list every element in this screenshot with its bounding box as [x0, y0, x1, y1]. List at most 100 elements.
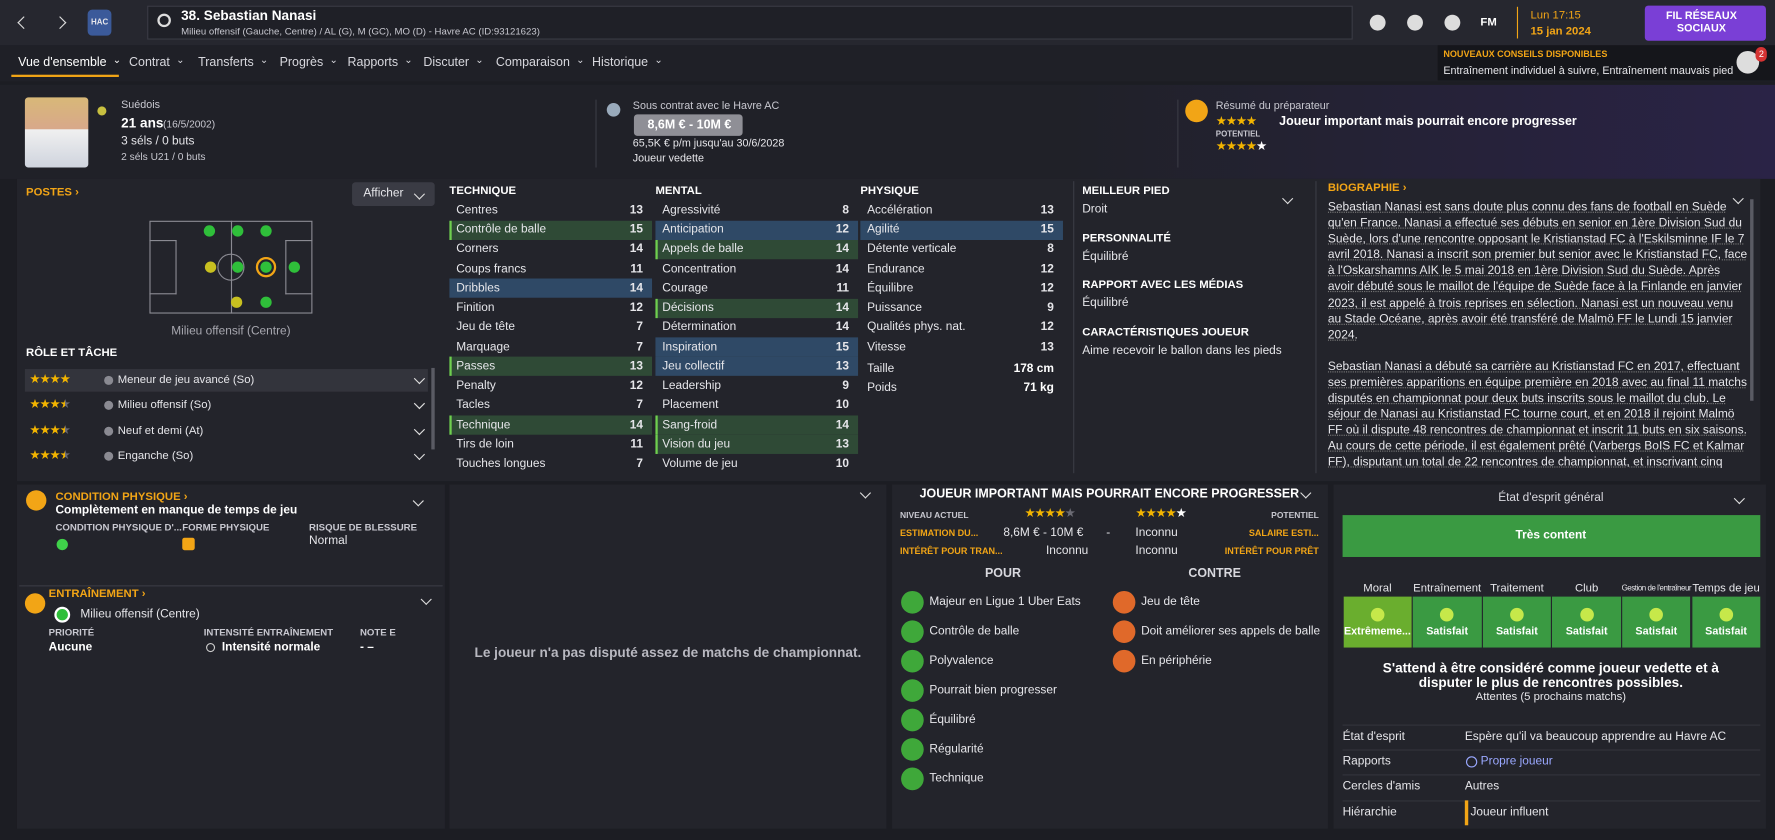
- attribute-name: Tacles: [456, 398, 490, 412]
- pro-item: Polyvalence: [929, 653, 994, 668]
- morale-face: [1719, 607, 1733, 622]
- pitch-circle: [217, 253, 245, 281]
- attribute-key-row: [655, 415, 859, 435]
- scrollbar: [431, 367, 435, 450]
- star-rating: ★★★★: [29, 448, 70, 463]
- social-button-label[interactable]: FIL RÉSEAUX SOCIAUX: [1665, 10, 1737, 36]
- attribute-name: Finition: [456, 300, 495, 315]
- notification-title: NOUVEAUX CONSEILS DISPONIBLES: [1443, 49, 1608, 60]
- notification-text: Entraînement individuel à suivre, Entraî…: [1443, 65, 1734, 78]
- attribute-name: Volume de jeu: [662, 456, 738, 471]
- morale-overall: Très content: [1515, 528, 1587, 542]
- morale-face: [1510, 607, 1524, 622]
- attribute-name: Équilibre: [867, 281, 914, 295]
- tab[interactable]: Transferts: [198, 56, 268, 71]
- row-divider: [1342, 749, 1761, 751]
- row-divider: [1342, 800, 1761, 802]
- attribute-name: Contrôle de balle: [456, 222, 547, 237]
- scout-label: INTÉRÊT POUR TRAN...: [899, 546, 1003, 557]
- attribute-group-title: MENTAL: [655, 185, 702, 198]
- morale-box: [1343, 596, 1412, 648]
- morale-row-value[interactable]: Propre joueur: [1480, 754, 1553, 769]
- attribute-key-row: [449, 278, 653, 299]
- morale-row-label: Hiérarchie: [1342, 805, 1397, 820]
- attribute-key-row: [449, 415, 653, 435]
- position-dot: [260, 296, 272, 308]
- morale-face: [1649, 607, 1664, 622]
- condition-text: Complètement en manque de temps de jeu: [55, 503, 298, 517]
- position-dot: [260, 225, 272, 237]
- notification-icon: [1736, 50, 1760, 74]
- toolbar-icon: [1369, 14, 1386, 31]
- tab[interactable]: Comparaison: [496, 56, 585, 71]
- date: 15 jan 2024: [1530, 25, 1591, 38]
- morale-face: [1579, 607, 1594, 622]
- attribute-value: 7: [636, 398, 643, 412]
- notification-count: 2: [1755, 46, 1768, 62]
- info-value: Équilibré: [1082, 249, 1129, 264]
- attribute-name: Vitesse: [867, 339, 906, 354]
- toolbar-icon: [1444, 14, 1461, 31]
- attribute-value: 12: [1040, 320, 1054, 334]
- caps: 3 séls / 0 buts: [121, 134, 195, 148]
- wage: 65,5K € p/m jusqu'au 30/6/2028: [632, 137, 785, 151]
- tab[interactable]: Vue d'ensemble: [18, 56, 121, 71]
- section-title[interactable]: CONDITION PHYSIQUE: [55, 490, 187, 505]
- pro-item: Technique: [929, 771, 984, 786]
- scout-separator: -: [1106, 525, 1111, 540]
- section-title[interactable]: BIOGRAPHIE: [1328, 181, 1407, 196]
- section-title[interactable]: POSTES: [26, 185, 79, 200]
- training-position-icon: [54, 606, 71, 623]
- divider: [19, 585, 443, 587]
- biography-paragraph: Sebastian Nanasi est sans doute plus con…: [1327, 200, 1748, 342]
- tab[interactable]: Rapports: [348, 56, 413, 71]
- biography-text: Sebastian Nanasi est sans doute plus con…: [1328, 199, 1749, 473]
- morale-row-label: Cercles d'amis: [1342, 779, 1421, 794]
- condition-heart: [56, 538, 68, 551]
- role-name[interactable]: Enganche (So): [117, 449, 194, 463]
- tab[interactable]: Historique: [592, 56, 663, 71]
- attribute-value: 9: [1047, 300, 1054, 315]
- show-button[interactable]: [352, 182, 435, 207]
- role-name[interactable]: Neuf et demi (At): [117, 424, 204, 438]
- scout-label: ESTIMATION DU...: [899, 528, 979, 539]
- pro-icon: [901, 649, 924, 673]
- scout-label: SALAIRE ESTI...: [1248, 528, 1319, 539]
- morale-title: État d'esprit général: [1498, 490, 1604, 505]
- tab[interactable]: Progrès: [280, 56, 338, 71]
- tab[interactable]: Discuter: [423, 56, 483, 71]
- attribute-value: 15: [1040, 222, 1054, 237]
- info-icon: [104, 401, 114, 411]
- attribute-key-row: [655, 239, 859, 260]
- position-dot: [230, 296, 243, 308]
- attribute-name: Tirs de loin: [456, 437, 514, 451]
- attribute-name: Leadership: [662, 378, 722, 393]
- role-name[interactable]: Meneur de jeu avancé (So): [117, 374, 255, 387]
- toolbar-icon: [1407, 14, 1423, 31]
- attribute-value: 13: [1040, 203, 1054, 217]
- show-button-label[interactable]: Afficher: [363, 186, 404, 200]
- fm-logo: FM: [1480, 16, 1497, 29]
- section-title[interactable]: ENTRAÎNEMENT: [49, 587, 146, 602]
- role-name[interactable]: Milieu offensif (So): [117, 399, 212, 412]
- social-button[interactable]: [1644, 5, 1766, 41]
- attribute-key-row: [655, 337, 859, 357]
- divider: [1073, 181, 1075, 474]
- attribute-name: Taille: [867, 361, 895, 376]
- info-label: PERSONNALITÉ: [1082, 232, 1171, 246]
- matches-note: Le joueur n'a pas disputé assez de match…: [474, 644, 862, 661]
- attribute-key-row: [655, 435, 859, 455]
- training-value: - –: [359, 640, 374, 654]
- attribute-name: Accélération: [867, 203, 933, 217]
- pros-title: POUR: [984, 566, 1021, 581]
- tab[interactable]: Contrat: [129, 56, 185, 71]
- morale-face: [1370, 607, 1385, 622]
- pro-item: Équilibré: [929, 712, 976, 727]
- attribute-name: Inspiration: [662, 339, 718, 354]
- pro-item: Majeur en Ligue 1 Uber Eats: [929, 594, 1081, 609]
- con-icon: [1112, 590, 1136, 614]
- attribute-value: 15: [629, 222, 643, 237]
- pro-icon: [901, 590, 924, 614]
- morale-status: Satisfait: [1495, 625, 1538, 638]
